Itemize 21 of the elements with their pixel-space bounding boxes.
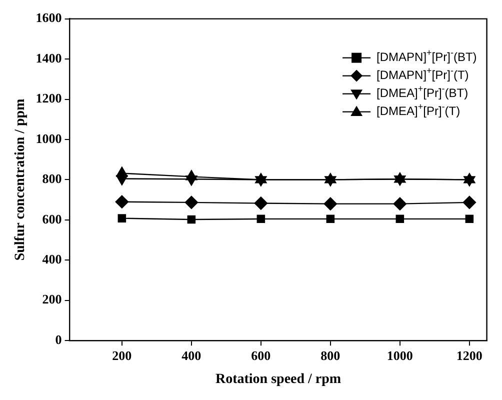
legend-label: [DMEA]+[Pr]-(BT): [376, 83, 468, 100]
x-tick-label: 400: [182, 348, 202, 363]
y-tick-label: 1200: [36, 90, 62, 106]
y-tick-label: 1400: [36, 50, 62, 66]
y-tick-label: 1000: [36, 130, 62, 146]
x-tick-label: 200: [112, 348, 132, 363]
y-tick-label: 400: [42, 252, 62, 267]
legend-label: [DMAPN]+[Pr]-(T): [376, 65, 469, 82]
y-axis-title: Sulfur concentration / ppm: [13, 98, 28, 261]
y-tick-label: 1600: [36, 10, 62, 26]
x-axis-title: Rotation speed / rpm: [215, 372, 342, 388]
x-tick-label: 800: [320, 348, 340, 363]
legend-label: [DMEA]+[Pr]-(T): [376, 101, 460, 118]
x-tick-label: 600: [251, 348, 271, 363]
y-tick-label: 800: [42, 171, 62, 186]
x-tick-label: 1000: [386, 348, 413, 363]
y-tick-label: 200: [42, 292, 62, 307]
x-tick-label: 1200: [456, 348, 482, 363]
y-tick-label: 600: [42, 211, 62, 226]
legend-label: [DMAPN]+[Pr]-(BT): [376, 47, 477, 64]
y-tick-label: 0: [55, 332, 62, 347]
